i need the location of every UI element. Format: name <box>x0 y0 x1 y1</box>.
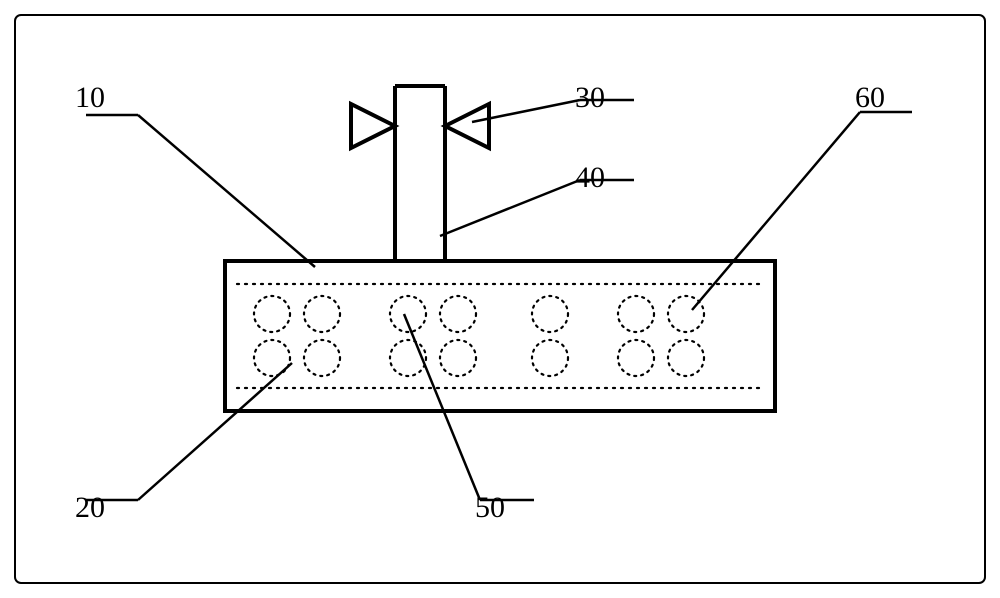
label-l40: 40 <box>575 161 605 194</box>
dotted-circle <box>668 340 704 376</box>
label-l60: 60 <box>855 81 885 114</box>
label-l50: 50 <box>475 491 505 524</box>
label-l20: 20 <box>75 491 105 524</box>
dotted-circle <box>304 340 340 376</box>
label-l30: 30 <box>575 81 605 114</box>
valve-right <box>445 104 489 148</box>
dotted-circle <box>618 340 654 376</box>
dotted-circle <box>390 340 426 376</box>
dotted-circle <box>532 296 568 332</box>
dotted-circle <box>440 296 476 332</box>
leader-l10 <box>138 115 315 267</box>
dotted-circle <box>254 296 290 332</box>
dotted-circle <box>532 340 568 376</box>
dotted-circle <box>618 296 654 332</box>
dotted-circle <box>304 296 340 332</box>
leader-l50 <box>404 314 480 500</box>
valve-left <box>351 104 395 148</box>
dotted-circle <box>440 340 476 376</box>
label-l10: 10 <box>75 81 105 114</box>
leader-l20 <box>138 363 292 500</box>
diagram-canvas: 10 20 30 40 50 60 <box>0 0 1000 598</box>
leader-l40 <box>440 180 580 236</box>
